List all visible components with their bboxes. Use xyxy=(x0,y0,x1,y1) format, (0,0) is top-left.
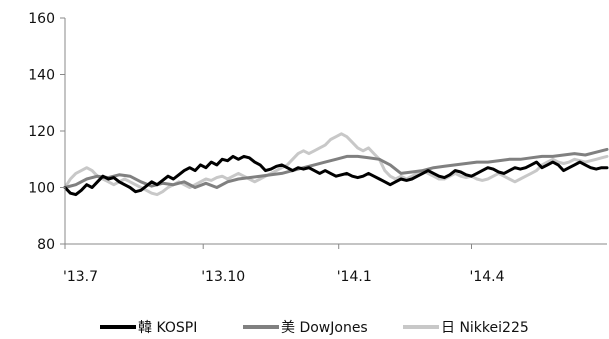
x-tick-label: '14.4 xyxy=(470,269,505,285)
x-tick-label: '13.7 xyxy=(63,269,98,285)
y-tick-label: 120 xyxy=(28,124,55,140)
legend-label-1: 美 DowJones xyxy=(281,320,368,336)
legend: 韓 KOSPI 美 DowJones 日 Nikkei225 xyxy=(100,320,529,336)
x-axis-ticks: '13.7 '13.10 '14.1 '14.4 xyxy=(63,244,505,285)
y-tick-label: 160 xyxy=(28,11,55,27)
legend-label-2: 日 Nikkei225 xyxy=(441,320,529,336)
y-tick-label: 80 xyxy=(37,237,55,253)
y-axis-ticks: 80 100 120 140 160 xyxy=(28,11,65,253)
plot-area xyxy=(63,132,609,197)
axes xyxy=(64,18,607,245)
x-tick-label: '14.1 xyxy=(337,269,372,285)
series-line-2 xyxy=(63,132,609,197)
legend-label-0: 韓 KOSPI xyxy=(138,320,197,336)
y-tick-label: 140 xyxy=(28,68,55,84)
series-line-0 xyxy=(63,154,609,197)
y-tick-label: 100 xyxy=(28,181,55,197)
x-tick-label: '13.10 xyxy=(201,269,245,285)
